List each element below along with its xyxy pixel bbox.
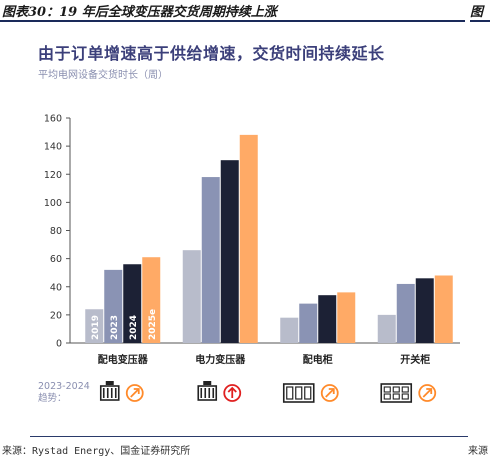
up-right-arrow-shaft <box>422 388 432 398</box>
category-label: 电力变压器 <box>195 353 246 366</box>
up-right-arrow-icon <box>320 384 339 402</box>
bar-chart: 0 20 40 60 80 100 120 140 160 2019 2023 2024 2025e 配电… <box>44 114 460 403</box>
switchgear-cabinet-icon <box>282 383 315 403</box>
bar <box>299 303 318 343</box>
transformer-icon <box>99 385 120 401</box>
category-label: 配电柜 <box>303 353 333 366</box>
transformer-icon-top <box>203 381 212 385</box>
up-right-arrow-shaft <box>325 388 334 398</box>
y-tick-label: 140 <box>44 142 62 153</box>
series-label: 2024 <box>129 315 139 340</box>
bar <box>239 134 258 343</box>
footer-rule <box>30 436 468 437</box>
source-note-right: 来源 <box>468 446 488 457</box>
y-tick-label: 100 <box>44 198 62 209</box>
series-label: 2019 <box>91 315 101 340</box>
transformer-icon <box>197 385 218 401</box>
up-right-arrow-head <box>133 388 140 394</box>
bar <box>280 317 299 343</box>
switchgear-panel-icon-cell <box>392 386 400 393</box>
header-rule-right <box>470 20 490 22</box>
switchgear-cabinet-icon-door <box>304 386 312 400</box>
up-right-arrow-icon <box>418 384 437 402</box>
up-arrow-head <box>227 386 237 393</box>
switchgear-panel-icon <box>380 383 413 403</box>
switchgear-panel-icon-cell <box>383 386 391 393</box>
switchgear-cabinet-icon-door <box>286 386 294 400</box>
bar <box>415 278 434 343</box>
trend-label-years: 2023-2024 <box>38 381 90 392</box>
bar <box>337 292 356 343</box>
chart-title: 由于订单增速高于供给增速，交货时间持续延长 <box>38 44 385 63</box>
bar <box>123 264 142 343</box>
transformer-icon-top <box>105 381 114 385</box>
y-tick-label: 80 <box>50 226 62 237</box>
category-label: 开关柜 <box>400 353 430 366</box>
y-tick-label: 40 <box>50 282 62 293</box>
trend-label: 2023-2024 趋势： <box>38 381 90 405</box>
y-tick-label: 120 <box>44 170 62 181</box>
category-label: 配电变压器 <box>98 353 149 366</box>
y-axis-label: 平均电网设备交货时长（周） <box>38 70 168 81</box>
up-arrow-icon <box>223 384 242 402</box>
bar <box>220 160 239 343</box>
bar <box>104 269 123 343</box>
bar <box>142 257 161 343</box>
switchgear-panel-icon-cell <box>383 393 391 400</box>
bar <box>182 250 201 343</box>
bar <box>318 295 337 343</box>
series-label: 2023 <box>110 315 120 340</box>
up-right-arrow-icon <box>125 384 144 402</box>
switchgear-panel-icon-cell <box>392 393 400 400</box>
y-tick-label: 0 <box>56 339 62 350</box>
y-tick-label: 20 <box>50 310 62 321</box>
up-right-arrow-shaft <box>130 388 139 398</box>
bar <box>396 283 415 343</box>
y-tick-label: 60 <box>50 254 62 265</box>
switchgear-panel-icon-cell <box>401 393 409 400</box>
chart-card: 0 20 40 60 80 100 120 140 160 2019 2023 2024 2025e 配电… <box>30 32 468 430</box>
figure-title-right: 图 <box>470 5 484 20</box>
up-right-arrow-head <box>426 388 433 394</box>
y-tick-label: 160 <box>44 114 62 125</box>
trend-label-text: 趋势： <box>38 393 67 404</box>
switchgear-panel-icon-cell <box>401 386 409 393</box>
bar <box>85 309 104 343</box>
switchgear-cabinet-icon-door <box>295 386 303 400</box>
up-right-arrow-head <box>328 388 335 394</box>
header-rule <box>0 20 465 22</box>
source-note: 来源：Rystad Energy、国金证券研究所 <box>2 446 191 457</box>
bar <box>377 314 396 343</box>
figure-title: 图表30：19 年后全球变压器交货周期持续上涨 <box>2 5 277 20</box>
bar <box>201 177 220 343</box>
series-label: 2025e <box>148 309 158 340</box>
bar <box>434 275 453 343</box>
figure-header: 图表30：19 年后全球变压器交货周期持续上涨 图 <box>0 0 490 22</box>
